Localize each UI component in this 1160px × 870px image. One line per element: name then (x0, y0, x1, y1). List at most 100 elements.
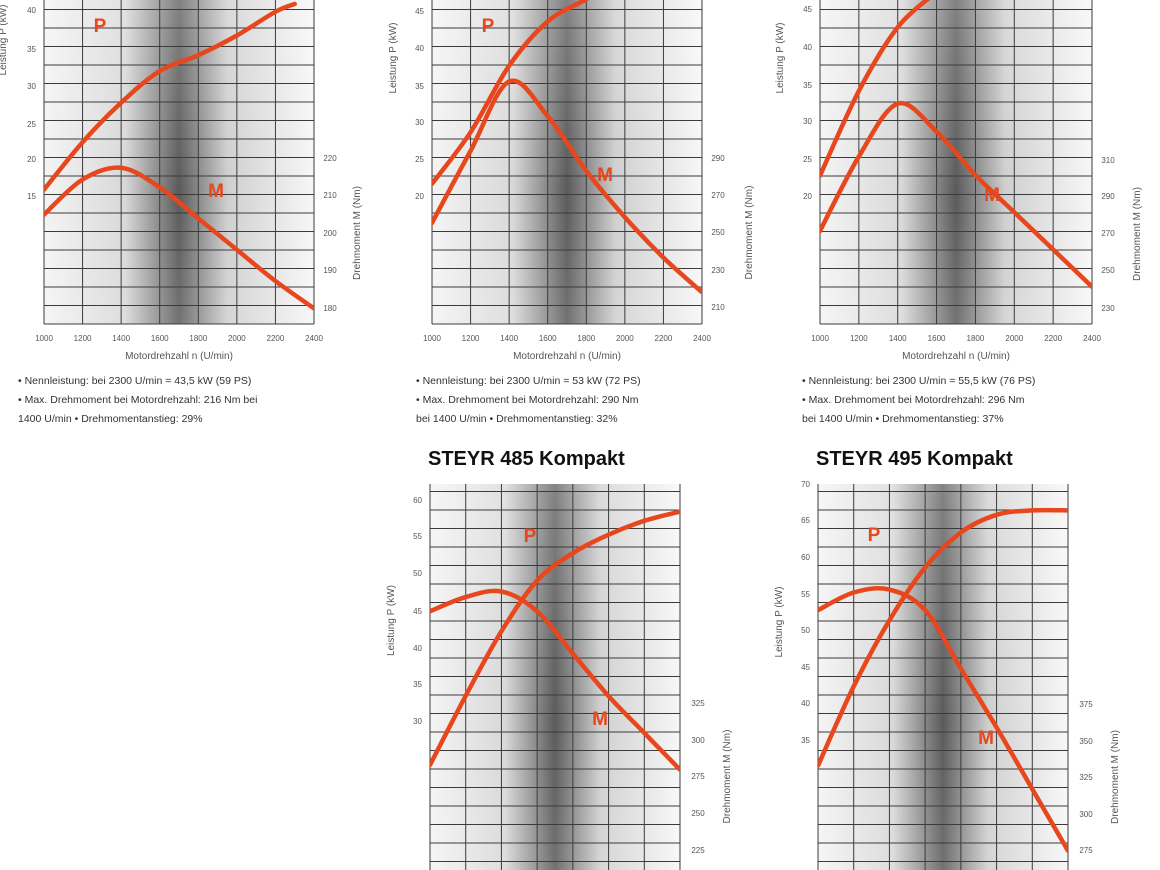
chart-2-right-axis-label: Drehmoment M (Nm) (744, 186, 755, 280)
chart-5-right-tick-label: 325 (1079, 773, 1093, 782)
chart-3-left-axis-label: Leistung P (kW) (775, 23, 786, 94)
chart-4-left-tick-label: 60 (413, 496, 422, 505)
chart-5-grid (817, 484, 1069, 870)
chart-5-left-tick-label: 70 (801, 480, 810, 489)
chart-5-series-label-m: M (978, 728, 994, 749)
chart-2-notes: • Nennleistung: bei 2300 U/min = 53 kW (… (416, 372, 641, 429)
chart-5-right-tick-label: 375 (1079, 700, 1093, 709)
chart-4-left-tick-label: 50 (413, 569, 422, 578)
chart-2-note-3: bei 1400 U/min • Drehmomentanstieg: 32% (416, 413, 618, 425)
chart-3-notes: • Nennleistung: bei 2300 U/min = 55,5 kW… (802, 372, 1035, 429)
chart-1-right-tick-label: 180 (323, 304, 337, 313)
chart-2-x-tick-label: 1000 (423, 334, 441, 343)
chart-5-right-tick-label: 300 (1079, 810, 1093, 819)
chart-3-left-tick-label: 30 (803, 117, 812, 126)
chart-1-x-tick-label: 1000 (35, 334, 53, 343)
chart-3-right-tick-label: 250 (1101, 266, 1115, 275)
chart-2-right-tick-label: 230 (711, 266, 725, 275)
chart-5-series-p-line (818, 507, 1068, 768)
chart-2-grid (431, 0, 703, 325)
chart-2-plot: P M 20 25 30 35 40 45 210 230 250 270 290 1000 1200 140… (388, 0, 755, 362)
chart-1-right-tick-label: 190 (323, 266, 337, 275)
chart-4-series-p-line (430, 509, 680, 768)
chart-1-x-tick-label: 2000 (228, 334, 246, 343)
chart-2-left-tick-label: 25 (415, 155, 424, 164)
chart-4-right-tick-label: 325 (691, 699, 705, 708)
chart-3-series-label-m: M (984, 185, 1000, 206)
chart-1-series-p-line (44, 1, 297, 192)
chart-5-left-tick-label: 35 (801, 736, 810, 745)
chart-5-right-axis-label: Drehmoment M (Nm) (1110, 730, 1121, 824)
chart-1-x-tick-label: 2200 (267, 334, 285, 343)
chart-5-right-tick-label: 350 (1079, 737, 1093, 746)
chart-1-series-m-line (44, 165, 314, 311)
chart-1-right-axis-label: Drehmoment M (Nm) (352, 186, 363, 280)
chart-4-right-tick-label: 300 (691, 736, 705, 745)
chart-4-right-axis-label: Drehmoment M (Nm) (722, 730, 733, 824)
chart-1-plot: P M 15 20 25 30 35 40 180 190 200 210 220 1000 1200 140… (0, 0, 363, 362)
chart-1-right-tick-label: 210 (323, 191, 337, 200)
chart-3-x-tick-label: 1400 (889, 334, 907, 343)
chart-3-x-tick-label: 1800 (967, 334, 985, 343)
chart-3-left-tick-label: 40 (803, 43, 812, 52)
chart-5-title: STEYR 495 Kompakt (816, 448, 1013, 470)
chart-2-series-m-line (432, 78, 702, 295)
chart-4-left-tick-label: 45 (413, 607, 422, 616)
chart-1-left-axis-label: Leistung P (kW) (0, 5, 9, 76)
chart-2-x-tick-label: 1800 (577, 334, 595, 343)
chart-1-note-1: • Nennleistung: bei 2300 U/min = 43,5 kW… (18, 375, 252, 387)
chart-3-x-axis-label: Motordrehzahl n (U/min) (902, 351, 1010, 362)
chart-2-left-tick-label: 45 (415, 7, 424, 16)
chart-2-series-label-p: P (482, 16, 495, 37)
chart-1-x-tick-label: 1600 (151, 334, 169, 343)
chart-3-right-tick-label: 310 (1101, 156, 1115, 165)
chart-3: P M 20 25 30 35 40 45 230 250 270 290 310 1000 1200 140… (775, 0, 1143, 429)
chart-3-left-tick-label: 20 (803, 192, 812, 201)
chart-1-left-tick-label: 25 (27, 120, 36, 129)
chart-5-series-label-p: P (868, 525, 881, 546)
chart-4-series-label-m: M (592, 709, 608, 730)
chart-5-left-tick-label: 40 (801, 699, 810, 708)
chart-3-x-tick-label: 1200 (850, 334, 868, 343)
chart-3-x-tick-label: 2200 (1044, 334, 1062, 343)
chart-1-left-tick-label: 15 (27, 192, 36, 201)
chart-5-left-tick-label: 55 (801, 590, 810, 599)
chart-2-x-tick-label: 1400 (500, 334, 518, 343)
chart-1-x-tick-label: 1400 (112, 334, 130, 343)
chart-5-series-m-line (818, 586, 1068, 853)
chart-1-series-label-m: M (208, 181, 224, 202)
chart-5-left-tick-label: 45 (801, 663, 810, 672)
chart-2: P M 20 25 30 35 40 45 210 230 250 270 290 1000 1200 140… (0, 0, 780, 440)
chart-2-left-axis-label: Leistung P (kW) (388, 23, 399, 94)
chart-3-left-tick-label: 25 (803, 155, 812, 164)
chart-3-right-tick-label: 290 (1101, 192, 1115, 201)
chart-2-series-label-m: M (597, 165, 613, 186)
chart-4-left-tick-label: 30 (413, 717, 422, 726)
chart-1-left-tick-label: 40 (27, 6, 36, 15)
chart-4-right-tick-label: 250 (691, 809, 705, 818)
chart-2-right-tick-label: 210 (711, 303, 725, 312)
chart-2-right-tick-label: 250 (711, 228, 725, 237)
chart-5-right-tick-label: 275 (1079, 846, 1093, 855)
chart-3-series-m-line (820, 100, 1092, 290)
chart-3-right-tick-label: 270 (1101, 229, 1115, 238)
chart-1-x-tick-label: 1200 (74, 334, 92, 343)
chart-4-grid (429, 484, 681, 870)
chart-5-left-tick-label: 50 (801, 626, 810, 635)
chart-2-left-tick-label: 40 (415, 44, 424, 53)
chart-1-note-2: • Max. Drehmoment bei Motordrehzahl: 216… (18, 394, 258, 406)
chart-2-left-tick-label: 30 (415, 118, 424, 127)
chart-4-left-tick-label: 35 (413, 680, 422, 689)
chart-4-left-axis-label: Leistung P (kW) (386, 585, 397, 656)
chart-3-note-2: • Max. Drehmoment bei Motordrehzahl: 296… (802, 394, 1025, 406)
chart-4-left-tick-label: 40 (413, 644, 422, 653)
chart-4-series-label-p: P (524, 526, 537, 547)
chart-2-right-tick-label: 290 (711, 154, 725, 163)
chart-1-series-label-p: P (94, 16, 107, 37)
chart-1-note-3: 1400 U/min • Drehmomentanstieg: 29% (18, 413, 203, 425)
chart-3-plot: P M 20 25 30 35 40 45 230 250 270 290 310 1000 1200 140… (775, 0, 1143, 362)
chart-3-x-tick-label: 1600 (928, 334, 946, 343)
chart-3-right-tick-label: 230 (1101, 304, 1115, 313)
chart-2-right-tick-label: 270 (711, 191, 725, 200)
